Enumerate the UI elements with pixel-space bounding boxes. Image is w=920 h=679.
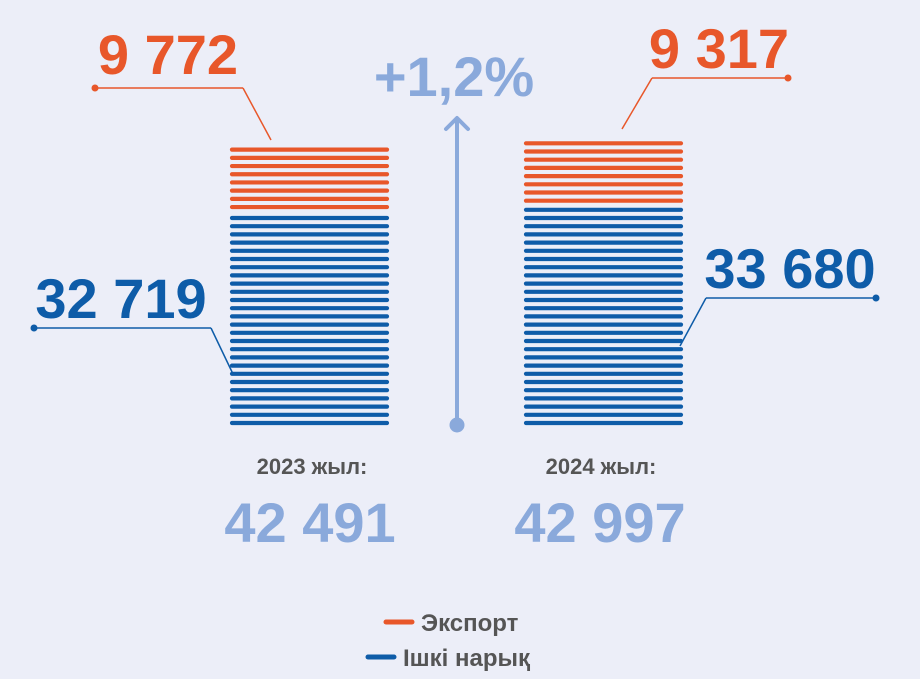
legend-label-domestic: Ішкі нарық (403, 645, 531, 672)
total-2023: 42 491 (224, 491, 395, 554)
bar-domestic-2023 (229, 215, 390, 426)
data-label-domestic-2023: 32 719 (35, 267, 206, 330)
callout-domestic-2024 (679, 294, 880, 347)
legend: Экспорт Ішкі нарық (365, 610, 531, 672)
data-label-export-2024: 9 317 (649, 17, 789, 80)
bar-domestic-2024 (523, 207, 684, 426)
total-2024: 42 997 (514, 491, 685, 554)
callout-domestic-2023 (30, 324, 234, 375)
category-label-2024: 2024 жыл: (546, 454, 657, 479)
change-label: +1,2% (374, 45, 534, 108)
data-label-domestic-2024: 33 680 (704, 237, 875, 300)
legend-label-export: Экспорт (421, 610, 519, 637)
bar-export-2023 (229, 147, 390, 210)
bar-export-2024 (523, 141, 684, 203)
data-label-export-2023: 9 772 (98, 23, 238, 86)
callout-export-2023 (91, 84, 272, 141)
growth-arrow (444, 116, 470, 433)
callout-export-2024 (621, 74, 792, 130)
bar-stripes (229, 141, 684, 426)
category-label-2023: 2023 жыл: (257, 454, 368, 479)
